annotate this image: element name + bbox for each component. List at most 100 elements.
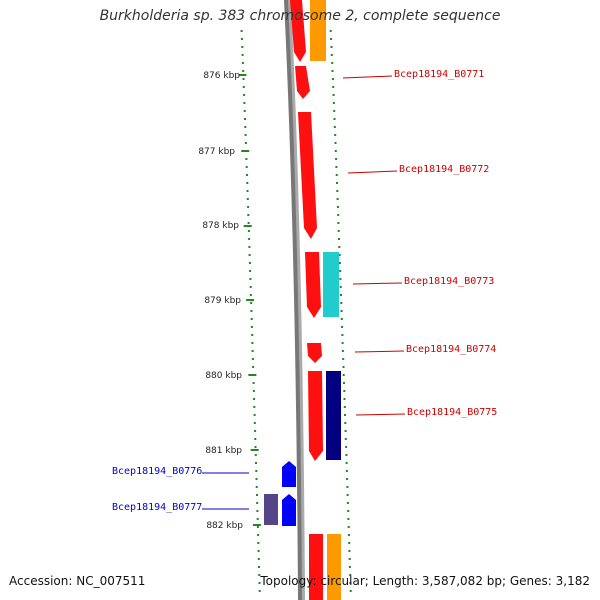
tick-dot xyxy=(333,110,336,112)
tick-dot xyxy=(336,182,338,184)
left-tick-dots xyxy=(240,30,261,592)
gene-label[interactable]: Bcep18194_B0772 xyxy=(399,164,490,175)
gene-arrow[interactable] xyxy=(282,494,296,526)
tick-dot xyxy=(345,454,348,456)
tick-dot xyxy=(331,62,334,64)
tick-dot xyxy=(341,342,344,344)
tick-dot xyxy=(245,166,248,168)
tick-dot xyxy=(253,398,256,400)
gene-label[interactable]: Bcep18194_B0777 xyxy=(112,502,203,513)
gene-bar[interactable] xyxy=(323,252,339,317)
gene-arrow[interactable] xyxy=(308,371,323,461)
tick-dot xyxy=(249,278,252,280)
tick-dot xyxy=(330,54,333,56)
tick-dot xyxy=(334,134,337,136)
gene-bar[interactable] xyxy=(264,494,278,525)
gene-arrow[interactable] xyxy=(290,0,306,62)
gene-bar[interactable] xyxy=(309,534,323,600)
tick-dot xyxy=(340,310,343,312)
tick-dot xyxy=(242,78,245,80)
tick-dot xyxy=(334,142,337,144)
tick-label: 882 kbp xyxy=(206,521,243,531)
label-line xyxy=(355,413,406,416)
gene-bar[interactable] xyxy=(310,0,326,61)
tick-dot xyxy=(347,518,350,520)
gene-arrow[interactable] xyxy=(307,343,322,363)
tick-dot xyxy=(246,190,249,192)
tick-dot xyxy=(336,206,339,208)
tick-label: 877 kbp xyxy=(198,147,235,157)
map-title: Burkholderia sp. 383 chromosome 2, compl… xyxy=(99,8,501,24)
tick-dot xyxy=(345,462,348,464)
tick-dot xyxy=(344,414,346,416)
gene-arrow[interactable] xyxy=(295,66,310,99)
tick-dot xyxy=(344,438,347,440)
tick-dot xyxy=(255,486,258,488)
tick-dot xyxy=(339,286,342,288)
tick-dot xyxy=(347,510,350,512)
accession-text: Accession: NC_007511 xyxy=(9,574,146,588)
gene-arrow[interactable] xyxy=(282,461,296,487)
gene-label[interactable]: Bcep18194_B0774 xyxy=(406,344,497,355)
tick-dot xyxy=(243,110,246,112)
tick-dot xyxy=(251,342,254,344)
tick-dot xyxy=(346,494,349,496)
tick-dot xyxy=(251,350,254,352)
tick-dot xyxy=(250,318,253,320)
label-line xyxy=(347,170,398,174)
gene-bar[interactable] xyxy=(326,371,341,460)
major-tick xyxy=(250,449,259,451)
gene-arrow[interactable] xyxy=(298,112,317,239)
tick-dot xyxy=(257,558,260,560)
gene-label[interactable]: Bcep18194_B0775 xyxy=(407,407,498,418)
tick-dot xyxy=(241,62,244,64)
tick-dot xyxy=(333,126,336,128)
tick-dot xyxy=(348,558,351,560)
gene-label[interactable]: Bcep18194_B0773 xyxy=(404,276,495,287)
tick-dot xyxy=(256,510,259,512)
topology-text: Topology: circular; Length: 3,587,082 bp… xyxy=(260,574,590,588)
tick-label: 879 kbp xyxy=(204,296,241,306)
tick-dot xyxy=(253,414,256,416)
tick-dot xyxy=(251,334,254,336)
tick-dot xyxy=(249,270,252,272)
major-tick xyxy=(248,374,257,376)
tick-dot xyxy=(248,238,251,240)
tick-dot xyxy=(349,574,352,576)
tick-dot xyxy=(240,38,243,40)
tick-dot xyxy=(338,246,341,248)
tick-dot xyxy=(347,534,350,536)
label-line xyxy=(352,282,403,285)
gene-bar[interactable] xyxy=(327,534,341,600)
tick-dot xyxy=(254,430,257,432)
major-tick xyxy=(241,150,250,152)
tick-dot xyxy=(344,430,347,432)
tick-dot xyxy=(337,230,340,232)
tick-dot xyxy=(258,566,260,568)
tick-dot xyxy=(349,582,352,584)
tick-dot xyxy=(340,302,343,304)
tick-dot xyxy=(258,582,261,584)
tick-dot xyxy=(247,214,250,216)
tick-dot xyxy=(244,126,247,128)
tick-dot xyxy=(330,38,333,40)
label-line xyxy=(354,350,405,353)
gene-arrow[interactable] xyxy=(305,252,321,318)
tick-dot xyxy=(254,454,257,456)
tick-dot xyxy=(241,46,244,48)
major-tick xyxy=(238,74,247,76)
tick-dot xyxy=(246,182,249,184)
backbone xyxy=(284,0,302,600)
tick-dot xyxy=(335,166,338,168)
tick-dot xyxy=(336,198,339,200)
gene-label[interactable]: Bcep18194_B0771 xyxy=(394,69,485,80)
tick-dot xyxy=(247,230,250,232)
tick-dot xyxy=(337,222,340,224)
tick-dot xyxy=(341,350,344,352)
gene-label[interactable]: Bcep18194_B0776 xyxy=(112,466,203,477)
tick-dot xyxy=(331,70,334,72)
tick-dot xyxy=(245,158,248,160)
tick-dot xyxy=(347,526,350,528)
major-tick xyxy=(243,225,252,227)
tick-dot xyxy=(257,542,260,544)
